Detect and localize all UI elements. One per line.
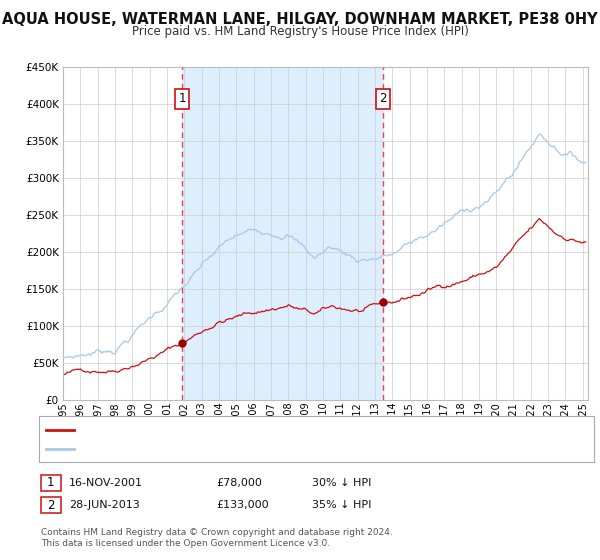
Text: AQUA HOUSE, WATERMAN LANE, HILGAY, DOWNHAM MARKET, PE38 0HY (detached hou…: AQUA HOUSE, WATERMAN LANE, HILGAY, DOWNH… <box>78 425 518 435</box>
Text: AQUA HOUSE, WATERMAN LANE, HILGAY, DOWNHAM MARKET, PE38 0HY: AQUA HOUSE, WATERMAN LANE, HILGAY, DOWNH… <box>2 12 598 27</box>
Text: 2: 2 <box>47 498 55 512</box>
Text: 1: 1 <box>178 92 186 105</box>
Text: 1: 1 <box>47 476 55 489</box>
Text: £133,000: £133,000 <box>216 500 269 510</box>
Text: 28-JUN-2013: 28-JUN-2013 <box>69 500 140 510</box>
Text: £78,000: £78,000 <box>216 478 262 488</box>
Text: HPI: Average price, detached house, King's Lynn and West Norfolk: HPI: Average price, detached house, King… <box>78 444 401 454</box>
Text: Contains HM Land Registry data © Crown copyright and database right 2024.: Contains HM Land Registry data © Crown c… <box>41 528 392 536</box>
Text: 30% ↓ HPI: 30% ↓ HPI <box>312 478 371 488</box>
Bar <box>182 67 383 400</box>
Text: 2: 2 <box>380 92 387 105</box>
Text: Price paid vs. HM Land Registry's House Price Index (HPI): Price paid vs. HM Land Registry's House … <box>131 25 469 38</box>
Text: 35% ↓ HPI: 35% ↓ HPI <box>312 500 371 510</box>
Text: This data is licensed under the Open Government Licence v3.0.: This data is licensed under the Open Gov… <box>41 539 330 548</box>
Text: 16-NOV-2001: 16-NOV-2001 <box>69 478 143 488</box>
